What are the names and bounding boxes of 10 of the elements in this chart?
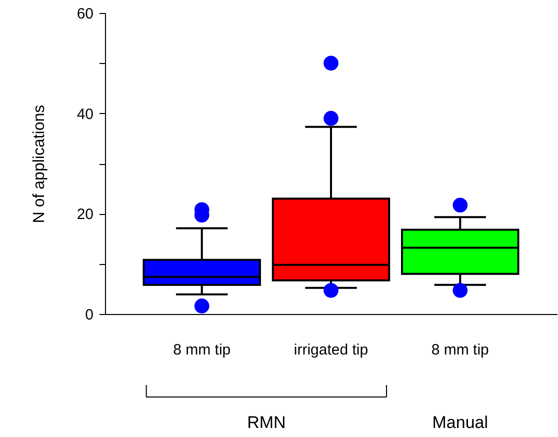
x-tick-label: 8 mm tip — [173, 342, 231, 358]
y-tick-label: 40 — [76, 106, 94, 123]
y-tick-label: 20 — [76, 206, 94, 224]
x-tick-label: irrigated tip — [294, 342, 368, 358]
y-tick-label: 60 — [76, 6, 94, 22]
y-tick-label: 0 — [85, 306, 94, 324]
y-axis-title: N of applications — [30, 104, 48, 224]
text: Manual — [432, 413, 488, 432]
text: RMN — [247, 413, 286, 432]
x-tick-label: 8 mm tip — [431, 342, 489, 358]
